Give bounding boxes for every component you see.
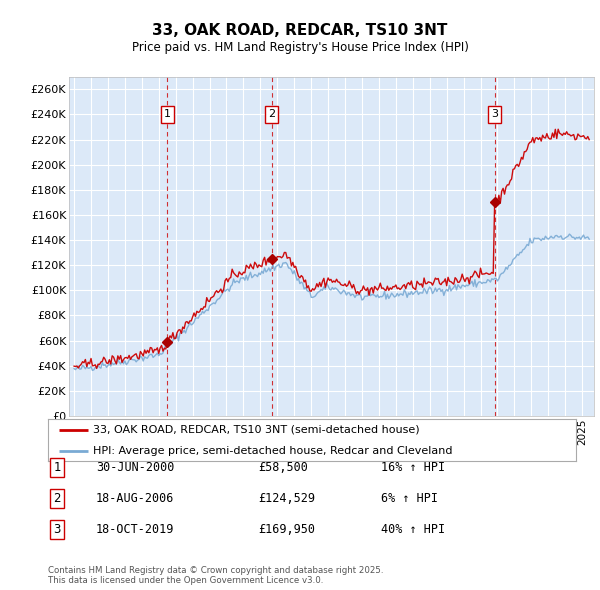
Text: 18-OCT-2019: 18-OCT-2019 [96,523,175,536]
Text: 2: 2 [268,109,275,119]
Text: £169,950: £169,950 [258,523,315,536]
Text: 3: 3 [491,109,498,119]
Text: 2: 2 [53,492,61,505]
Text: 1: 1 [164,109,171,119]
Text: 33, OAK ROAD, REDCAR, TS10 3NT: 33, OAK ROAD, REDCAR, TS10 3NT [152,23,448,38]
Text: 3: 3 [53,523,61,536]
Text: 1: 1 [53,461,61,474]
Text: 30-JUN-2000: 30-JUN-2000 [96,461,175,474]
Text: 6% ↑ HPI: 6% ↑ HPI [381,492,438,505]
Text: 16% ↑ HPI: 16% ↑ HPI [381,461,445,474]
Text: HPI: Average price, semi-detached house, Redcar and Cleveland: HPI: Average price, semi-detached house,… [93,446,452,455]
Text: Price paid vs. HM Land Registry's House Price Index (HPI): Price paid vs. HM Land Registry's House … [131,41,469,54]
Text: 40% ↑ HPI: 40% ↑ HPI [381,523,445,536]
Text: Contains HM Land Registry data © Crown copyright and database right 2025.
This d: Contains HM Land Registry data © Crown c… [48,566,383,585]
Text: 33, OAK ROAD, REDCAR, TS10 3NT (semi-detached house): 33, OAK ROAD, REDCAR, TS10 3NT (semi-det… [93,425,419,434]
Text: £58,500: £58,500 [258,461,308,474]
Text: £124,529: £124,529 [258,492,315,505]
Text: 18-AUG-2006: 18-AUG-2006 [96,492,175,505]
